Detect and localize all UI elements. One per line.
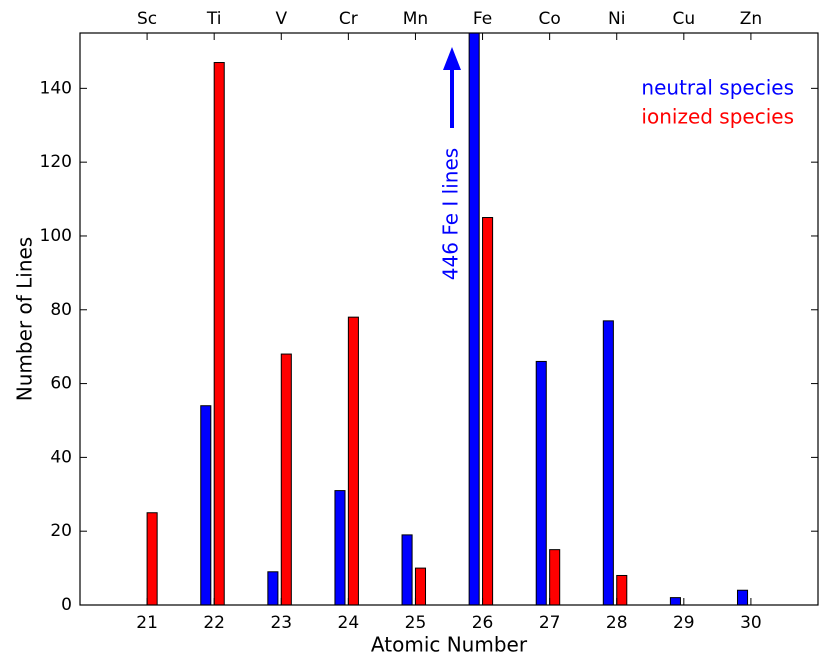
bar (146, 512, 158, 605)
top-label: Zn (740, 9, 762, 29)
bar (736, 589, 749, 605)
top-label: Mn (403, 9, 428, 29)
x-tick-label: 28 (606, 613, 628, 633)
x-tick-label: 29 (673, 613, 695, 633)
y-tick-label: 80 (50, 300, 72, 320)
bar (468, 33, 480, 605)
bars (146, 33, 749, 605)
legend-label: ionized species (641, 105, 794, 129)
bar (213, 62, 225, 605)
plot-frame (79, 32, 819, 606)
top-label: Ti (206, 9, 222, 29)
x-tick-label: 25 (405, 613, 427, 633)
bar (482, 217, 494, 605)
y-tick-label: 0 (61, 595, 72, 615)
y-tick-label: 60 (50, 374, 72, 394)
annotation: 446 Fe I lines (439, 148, 463, 280)
bar (602, 320, 614, 605)
y-tick-label: 100 (40, 226, 72, 246)
top-label: V (275, 9, 287, 29)
x-tick-label: 30 (740, 613, 762, 633)
bar (347, 316, 359, 605)
bar (549, 549, 561, 605)
top-label: Sc (137, 9, 157, 29)
y-tick-label: 20 (50, 521, 72, 541)
x-axis-label: Atomic Number (371, 633, 528, 657)
top-label: Co (538, 9, 560, 29)
x-tick-label: 22 (203, 613, 225, 633)
bar (414, 567, 427, 605)
bar (616, 574, 628, 605)
bar (535, 360, 547, 605)
y-axis-label: Number of Lines (13, 237, 37, 401)
x-tick-label: 21 (136, 613, 158, 633)
bar (200, 405, 212, 605)
bar (401, 534, 413, 605)
x-tick-label: 27 (539, 613, 561, 633)
x-tick-label: 24 (338, 613, 360, 633)
annotation-arrowhead (443, 47, 461, 70)
top-label: Cu (672, 9, 695, 29)
legend-label: neutral species (641, 76, 794, 100)
top-label: Cr (339, 9, 358, 29)
bar (669, 597, 681, 605)
bar (280, 353, 292, 605)
bar (334, 490, 346, 605)
top-label: Ni (608, 9, 625, 29)
y-tick-label: 120 (40, 152, 72, 172)
top-label: Fe (473, 9, 492, 29)
y-tick-label: 40 (50, 447, 72, 467)
y-tick-label: 140 (40, 78, 72, 98)
x-tick-label: 26 (472, 613, 494, 633)
x-tick-label: 23 (270, 613, 292, 633)
bar (267, 571, 279, 605)
